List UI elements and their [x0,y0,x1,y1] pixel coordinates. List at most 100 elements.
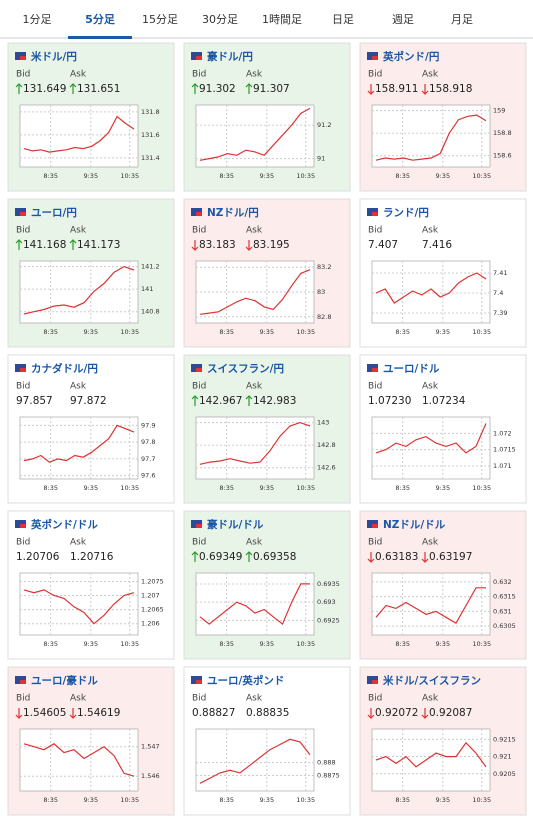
y-tick-label: 82.8 [317,313,331,321]
x-tick-label: 10:35 [120,640,139,648]
ask-price: 131.651 [77,83,120,95]
y-tick-label: 0.6305 [493,622,516,630]
trend-arrow [367,84,375,95]
price-line [375,587,486,625]
y-tick-label: 0.6935 [317,580,340,588]
y-tick-label: 91.2 [317,121,331,129]
chart-area [19,572,139,636]
tab[interactable]: 月足 [451,13,473,26]
y-tick-label: 97.8 [141,438,155,446]
trend-arrow [191,83,199,94]
bid-label: Bid [16,70,30,80]
ask-price: 1.20716 [70,551,114,563]
trend-arrow [69,83,77,94]
chart-area [19,416,139,480]
trend-arrow [421,708,429,719]
y-tick-label: 0.6925 [317,616,340,624]
y-tick-label: 1.071 [493,462,512,470]
x-tick-label: 9:35 [259,328,274,336]
pair-name[interactable]: 英ポンド/円 [382,50,439,63]
x-tick-label: 8:35 [219,796,234,804]
bid-label: Bid [16,538,30,548]
x-tick-label: 10:35 [120,796,139,804]
ask-price: 1.07234 [422,395,466,407]
chart-area [195,416,315,480]
pair-name[interactable]: ユーロ/ドル [383,363,440,375]
y-tick-label: 0.921 [493,753,512,761]
bid-label: Bid [192,694,206,704]
pair-name[interactable]: カナダドル/円 [31,362,98,375]
tab[interactable]: 5分足 [85,12,116,26]
tab-underline [68,36,132,39]
pair-name[interactable]: ユーロ/円 [31,207,77,219]
tab[interactable]: 日足 [332,13,354,26]
trend-arrow [367,708,375,719]
chart-area [371,416,491,480]
pair-name[interactable]: スイスフラン/円 [207,363,284,375]
bid-label: Bid [192,70,206,80]
bid-price: 91.302 [199,83,236,95]
tab[interactable]: 1分足 [23,13,52,26]
x-tick-label: 10:35 [296,484,315,492]
ask-price: 0.63197 [429,551,472,563]
y-tick-label: 7.4 [493,289,503,297]
bid-label: Bid [368,70,382,80]
ask-price: 141.173 [77,239,120,251]
ask-label: Ask [246,694,263,704]
tab[interactable]: 30分足 [202,13,238,26]
bid-label: Bid [192,538,206,548]
trend-arrow [191,551,199,562]
x-tick-label: 10:35 [296,796,315,804]
y-tick-label: 7.41 [493,269,507,277]
pair-name[interactable]: 豪ドル/円 [207,50,253,63]
chart-area [371,260,491,324]
x-tick-label: 9:35 [259,484,274,492]
x-tick-label: 8:35 [395,172,410,180]
pair-name[interactable]: 英ポンド/ドル [30,518,98,531]
ask-price: 91.307 [253,83,290,95]
chart-area [371,104,491,168]
x-tick-label: 9:35 [435,640,450,648]
pair-name[interactable]: NZドル/ドル [383,519,446,531]
y-tick-label: 131.4 [141,154,160,162]
trend-arrow [245,83,253,94]
y-tick-label: 142.8 [317,441,336,449]
y-tick-label: 131.8 [141,108,160,116]
pair-name[interactable]: ランド/円 [383,207,429,219]
trend-arrow [245,395,253,406]
ask-label: Ask [70,694,87,704]
trend-arrow [15,708,23,719]
x-tick-label: 8:35 [43,640,58,648]
y-tick-label: 1.0715 [493,446,516,454]
ask-price: 142.983 [253,395,296,407]
trend-arrow [69,708,77,719]
price-line [23,424,135,463]
tab[interactable]: 週足 [392,13,414,26]
price-line [199,421,311,465]
x-tick-label: 8:35 [219,484,234,492]
ask-price: 0.88835 [246,707,289,719]
pair-name[interactable]: 米ドル/スイスフラン [382,674,481,687]
pair-name[interactable]: 米ドル/円 [30,50,77,63]
tab[interactable]: 1時間足 [262,13,302,26]
pair-name[interactable]: 豪ドル/ドル [207,518,264,531]
y-tick-label: 1.206 [141,620,160,628]
y-tick-label: 97.6 [141,472,155,480]
x-tick-label: 10:35 [472,640,491,648]
pair-name[interactable]: ユーロ/豪ドル [31,674,98,687]
price-line [375,741,487,768]
flag [196,56,202,60]
pair-name[interactable]: ユーロ/英ポンド [207,674,284,687]
pair-name[interactable]: NZドル/円 [207,207,259,219]
bid-label: Bid [368,226,382,236]
y-tick-label: 0.6315 [493,593,516,601]
x-tick-label: 10:35 [120,328,139,336]
y-tick-label: 140.8 [141,308,160,316]
y-tick-label: 0.9215 [493,735,516,743]
y-tick-label: 97.9 [141,421,155,429]
trend-arrow [191,395,199,406]
x-tick-label: 10:35 [472,796,491,804]
chart-area [19,728,139,792]
bid-label: Bid [16,694,30,704]
tab[interactable]: 15分足 [142,13,178,26]
